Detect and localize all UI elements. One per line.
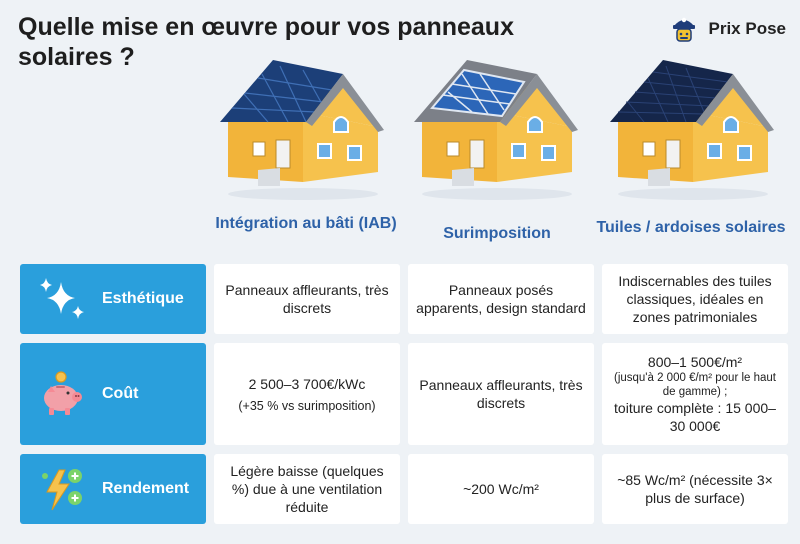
row-label-rendement: Rendement xyxy=(102,480,190,497)
builder-mascot-icon xyxy=(672,17,695,42)
cell-text: Indiscernables des tuiles classiques, id… xyxy=(618,273,772,325)
table-row-rendement: Rendement Légère baisse (quelques %) due… xyxy=(20,454,790,524)
cell-esthetique-iab: Panneaux affleurants, très discrets xyxy=(214,264,400,334)
cell-text: Légère baisse (quelques %) due à une ven… xyxy=(230,463,384,515)
column-header-solar-tiles: Tuiles / ardoises solaires xyxy=(596,219,786,236)
row-label-cout: Coût xyxy=(102,385,139,402)
cell-rendement-iab: Légère baisse (quelques %) due à une ven… xyxy=(214,454,400,524)
cell-rendement-surimposition: ~200 Wc/m² xyxy=(408,454,594,524)
brand-name: Prix Pose xyxy=(708,19,787,38)
table-row-cout: Coût 2 500–3 700€/kWc (+35 % vs surimpos… xyxy=(20,343,790,445)
brand-logo: Prix Pose xyxy=(667,12,787,46)
house-integrated-panels-icon xyxy=(220,60,384,200)
row-header-esthetique: Esthétique xyxy=(20,264,206,334)
cell-extra: toiture complète : 15 000–30 000€ xyxy=(614,400,776,434)
cell-text: Panneaux affleurants, très discrets xyxy=(419,377,583,411)
column-header-surimposition: Surimposition xyxy=(443,225,551,242)
cell-text: Panneaux posés apparents, design standar… xyxy=(416,282,586,316)
cell-text: Panneaux affleurants, très discrets xyxy=(225,282,389,316)
cell-cout-iab: 2 500–3 700€/kWc (+35 % vs surimposition… xyxy=(214,343,400,445)
sparkles-icon xyxy=(34,274,90,324)
row-header-rendement: Rendement xyxy=(20,454,206,524)
house-solar-tiles-icon xyxy=(610,60,774,200)
cell-cout-solar-tiles: 800–1 500€/m² (jusqu'à 2 000 €/m² pour l… xyxy=(602,343,788,445)
lightning-plus-icon xyxy=(34,464,90,514)
page-title: Quelle mise en œuvre pour vos panneaux s… xyxy=(18,13,514,71)
row-label-esthetique: Esthétique xyxy=(102,290,184,307)
cell-cout-surimposition: Panneaux affleurants, très discrets xyxy=(408,343,594,445)
column-header-iab: Intégration au bâti (IAB) xyxy=(215,215,397,232)
house-surimposed-panels-icon xyxy=(414,60,578,200)
cell-text: ~85 Wc/m² (nécessite 3× plus de surface) xyxy=(617,472,773,506)
cell-note: (+35 % vs surimposition) xyxy=(238,399,376,413)
row-header-cout: Coût xyxy=(20,343,206,445)
piggy-bank-icon xyxy=(34,369,90,419)
cell-esthetique-solar-tiles: Indiscernables des tuiles classiques, id… xyxy=(602,264,788,334)
cell-text: 2 500–3 700€/kWc xyxy=(248,376,366,392)
cell-text: 800–1 500€/m² xyxy=(647,354,743,370)
cell-text: ~200 Wc/m² xyxy=(463,481,539,497)
cell-esthetique-surimposition: Panneaux posés apparents, design standar… xyxy=(408,264,594,334)
table-row-esthetique: Esthétique Panneaux affleurants, très di… xyxy=(20,264,790,334)
cell-note: (jusqu'à 2 000 €/m² pour le haut de gamm… xyxy=(613,372,777,398)
cell-rendement-solar-tiles: ~85 Wc/m² (nécessite 3× plus de surface) xyxy=(602,454,788,524)
